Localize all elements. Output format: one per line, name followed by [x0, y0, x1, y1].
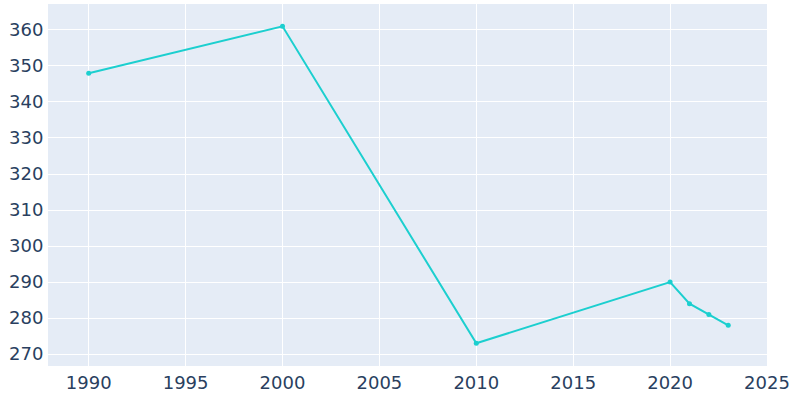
svg-text:1995: 1995: [163, 372, 209, 393]
svg-text:2025: 2025: [744, 372, 790, 393]
svg-text:320: 320: [9, 163, 43, 184]
svg-text:2010: 2010: [453, 372, 499, 393]
svg-text:360: 360: [9, 19, 43, 40]
svg-text:2005: 2005: [356, 372, 402, 393]
svg-text:2000: 2000: [260, 372, 306, 393]
svg-text:2020: 2020: [647, 372, 693, 393]
svg-text:340: 340: [9, 91, 43, 112]
svg-text:300: 300: [9, 235, 43, 256]
svg-text:350: 350: [9, 55, 43, 76]
svg-text:280: 280: [9, 307, 43, 328]
svg-text:330: 330: [9, 127, 43, 148]
svg-text:270: 270: [9, 343, 43, 364]
svg-text:2015: 2015: [550, 372, 596, 393]
svg-text:1990: 1990: [66, 372, 112, 393]
svg-text:310: 310: [9, 199, 43, 220]
svg-text:290: 290: [9, 271, 43, 292]
